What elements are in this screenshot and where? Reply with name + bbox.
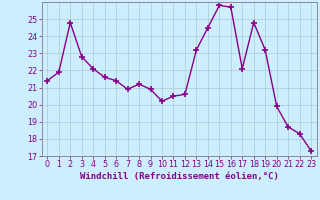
X-axis label: Windchill (Refroidissement éolien,°C): Windchill (Refroidissement éolien,°C) — [80, 172, 279, 181]
